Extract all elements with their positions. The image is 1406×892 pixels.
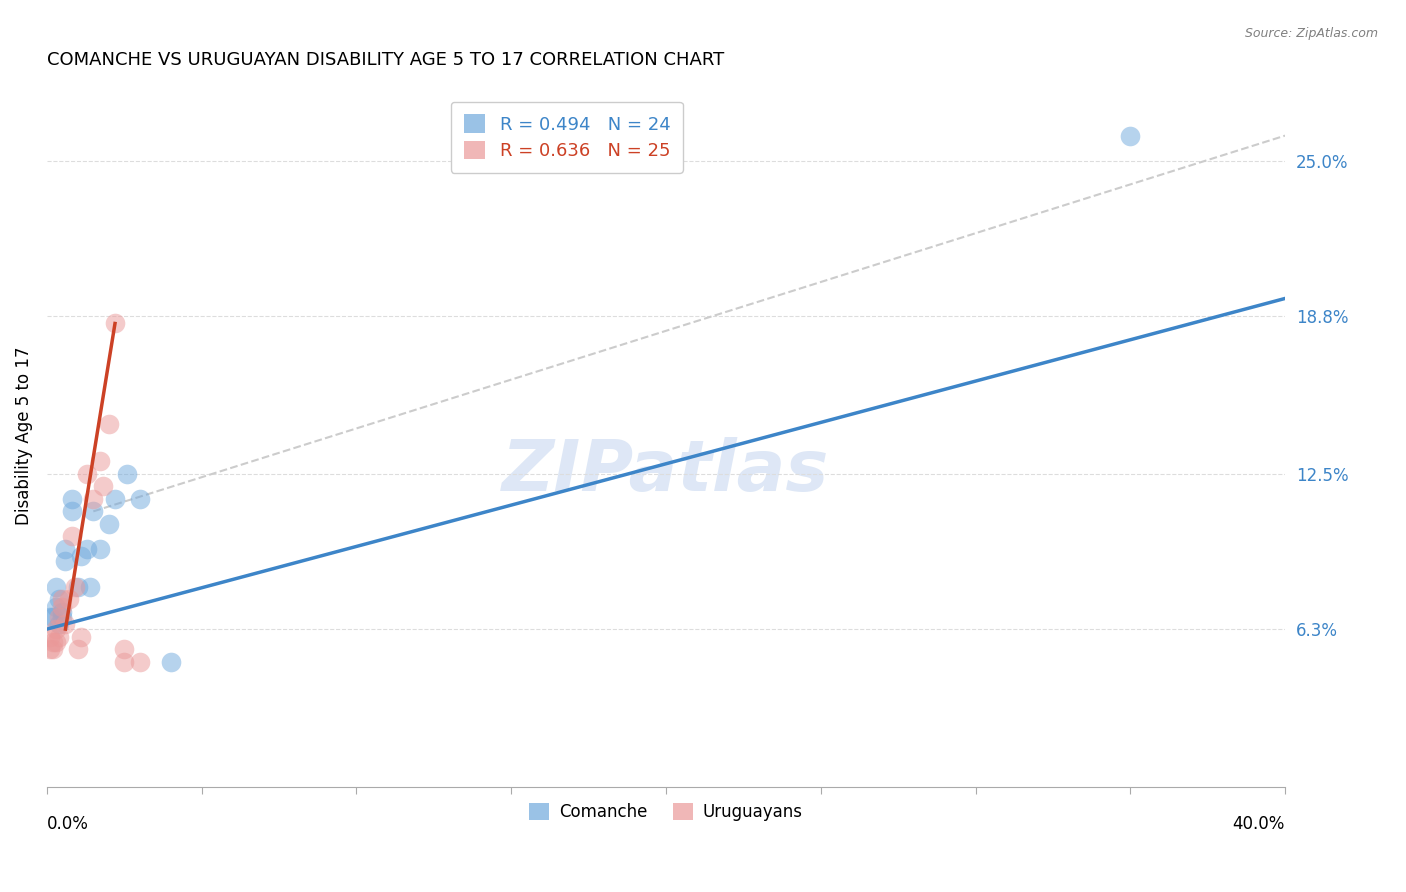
Point	[82, 491, 104, 506]
Point	[48, 592, 70, 607]
Point	[1119, 128, 1142, 143]
Point	[112, 655, 135, 669]
Point	[39, 609, 62, 624]
Point	[97, 516, 120, 531]
Point	[48, 617, 70, 632]
Point	[159, 655, 181, 669]
Point	[66, 580, 89, 594]
Point	[89, 541, 111, 556]
Point	[104, 317, 127, 331]
Point	[55, 617, 77, 632]
Point	[42, 642, 65, 657]
Point	[51, 609, 73, 624]
Point	[51, 605, 73, 619]
Point	[82, 504, 104, 518]
Text: COMANCHE VS URUGUAYAN DISABILITY AGE 5 TO 17 CORRELATION CHART: COMANCHE VS URUGUAYAN DISABILITY AGE 5 T…	[46, 51, 724, 69]
Point	[76, 467, 98, 481]
Point	[128, 655, 150, 669]
Point	[76, 541, 98, 556]
Point	[104, 491, 127, 506]
Point	[48, 630, 70, 644]
Point	[112, 642, 135, 657]
Point	[91, 479, 114, 493]
Point	[117, 467, 139, 481]
Y-axis label: Disability Age 5 to 17: Disability Age 5 to 17	[15, 347, 32, 525]
Point	[63, 580, 86, 594]
Point	[128, 491, 150, 506]
Point	[70, 549, 93, 564]
Point	[66, 642, 89, 657]
Point	[60, 504, 83, 518]
Text: Source: ZipAtlas.com: Source: ZipAtlas.com	[1244, 27, 1378, 40]
Point	[39, 630, 62, 644]
Text: 40.0%: 40.0%	[1233, 815, 1285, 833]
Point	[51, 599, 73, 614]
Point	[39, 642, 62, 657]
Point	[58, 592, 80, 607]
Text: 0.0%: 0.0%	[46, 815, 89, 833]
Point	[45, 580, 67, 594]
Point	[51, 592, 73, 607]
Point	[45, 634, 67, 648]
Point	[42, 609, 65, 624]
Point	[48, 609, 70, 624]
Point	[70, 630, 93, 644]
Text: ZIPatlas: ZIPatlas	[502, 437, 830, 506]
Point	[45, 599, 67, 614]
Point	[42, 634, 65, 648]
Point	[45, 622, 67, 636]
Point	[60, 529, 83, 543]
Point	[55, 541, 77, 556]
Point	[55, 554, 77, 568]
Point	[79, 580, 101, 594]
Legend: R = 0.494   N = 24, R = 0.636   N = 25: R = 0.494 N = 24, R = 0.636 N = 25	[451, 102, 683, 173]
Point	[97, 417, 120, 431]
Point	[89, 454, 111, 468]
Point	[60, 491, 83, 506]
